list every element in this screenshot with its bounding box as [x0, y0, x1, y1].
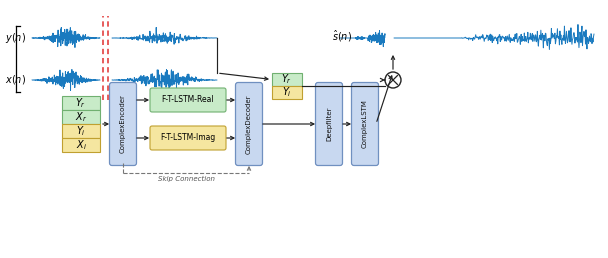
FancyBboxPatch shape [62, 124, 100, 138]
Text: F-T-LSTM-Imag: F-T-LSTM-Imag [161, 133, 216, 142]
Text: Deepfilter: Deepfilter [326, 107, 332, 141]
FancyBboxPatch shape [272, 86, 302, 99]
Text: ComplexEncoder: ComplexEncoder [120, 95, 126, 154]
FancyBboxPatch shape [316, 83, 342, 165]
Text: $X_i$: $X_i$ [75, 138, 86, 152]
Text: $Y_i$: $Y_i$ [76, 124, 86, 138]
Text: $x(n)$: $x(n)$ [5, 74, 26, 86]
FancyBboxPatch shape [351, 83, 379, 165]
FancyBboxPatch shape [272, 73, 302, 86]
FancyBboxPatch shape [235, 83, 263, 165]
Text: ComplexLSTM: ComplexLSTM [362, 100, 368, 148]
FancyBboxPatch shape [62, 138, 100, 152]
FancyBboxPatch shape [150, 126, 226, 150]
Text: F-T-LSTM-Real: F-T-LSTM-Real [162, 95, 214, 104]
FancyBboxPatch shape [109, 83, 137, 165]
Text: Skip Connection: Skip Connection [157, 176, 215, 182]
Text: $X_r$: $X_r$ [75, 110, 87, 124]
Text: $y(n)$: $y(n)$ [5, 31, 26, 45]
Text: ComplexDecoder: ComplexDecoder [246, 94, 252, 154]
FancyBboxPatch shape [150, 88, 226, 112]
Text: $Y_r$: $Y_r$ [282, 72, 292, 86]
FancyBboxPatch shape [62, 110, 100, 124]
Text: $Y_i$: $Y_i$ [282, 86, 292, 99]
FancyBboxPatch shape [62, 96, 100, 110]
Text: $\hat{s}(n)$: $\hat{s}(n)$ [332, 28, 352, 44]
Text: $Y_r$: $Y_r$ [75, 96, 86, 110]
